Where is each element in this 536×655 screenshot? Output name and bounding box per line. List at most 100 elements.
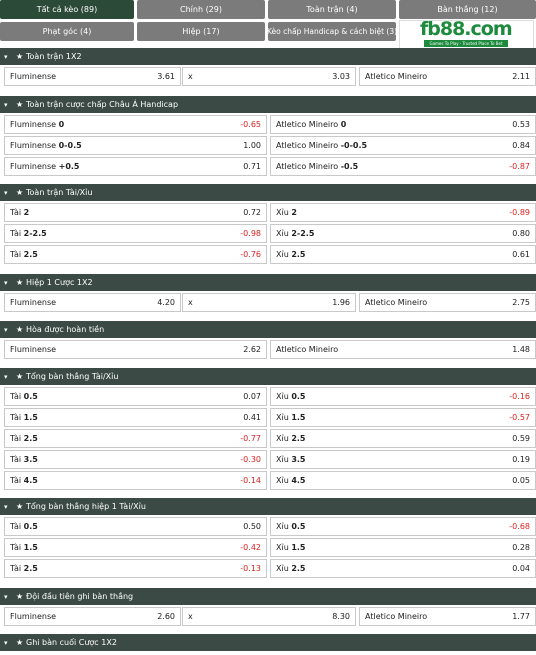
odds-cell[interactable]: Xỉu 1.5 0.28 [270, 538, 536, 557]
odds-value: 3.03 [332, 72, 350, 81]
odds-value: 2.62 [243, 345, 261, 354]
odds-cell[interactable]: Atletico Mineiro 2.75 [359, 293, 536, 312]
odds-cell[interactable]: Tài 2-2.5 -0.98 [4, 224, 267, 243]
section-header[interactable]: ▾ ★ Ghi bàn cuối Cược 1X2 [0, 634, 536, 651]
handicap-line: 3.5 [291, 455, 306, 464]
chevron-down-icon[interactable]: ▾ [4, 278, 8, 287]
odds-cell[interactable]: Tài 0.5 0.50 [4, 517, 267, 536]
section-header[interactable]: ▾ ★ Toàn trận Tài/Xỉu [0, 184, 536, 201]
tab-halves[interactable]: Hiệp (17) [137, 22, 265, 41]
star-icon[interactable]: ★ [16, 325, 24, 334]
selection-name: Tài [10, 522, 22, 531]
star-icon[interactable]: ★ [16, 592, 24, 601]
odds-cell[interactable]: x 8.30 [182, 607, 356, 626]
odds-cell[interactable]: Tài 0.5 0.07 [4, 387, 267, 406]
handicap-line: -0.5 [340, 162, 359, 171]
star-icon[interactable]: ★ [16, 502, 24, 511]
odds-cell[interactable]: Xỉu 3.5 0.19 [270, 450, 536, 469]
odds-cell[interactable]: Atletico Mineiro 1.77 [359, 607, 536, 626]
odds-cell[interactable]: Fluminense 4.20 [4, 293, 181, 312]
selection-label: Tài 0.5 [10, 522, 243, 531]
odds-cell[interactable]: Tài 4.5 -0.14 [4, 471, 267, 490]
odds-cell[interactable]: Fluminense 2.60 [4, 607, 181, 626]
star-icon[interactable]: ★ [16, 372, 24, 381]
odds-cell[interactable]: Fluminense 0-0.5 1.00 [4, 136, 267, 155]
odds-row: Tài 3.5 -0.30 Xỉu 3.5 0.19 [0, 450, 536, 469]
odds-cell[interactable]: Fluminense 3.61 [4, 67, 181, 86]
odds-row: Tài 0.5 0.50 Xỉu 0.5 -0.68 [0, 517, 536, 536]
odds-cell[interactable]: Tài 2.5 -0.13 [4, 559, 267, 578]
odds-cell[interactable]: Atletico Mineiro -0-0.5 0.84 [270, 136, 536, 155]
odds-row: Tài 1.5 -0.42 Xỉu 1.5 0.28 [0, 538, 536, 557]
star-icon[interactable]: ★ [16, 100, 24, 109]
section-header[interactable]: ▾ ★ Tổng bàn thắng hiệp 1 Tài/Xỉu [0, 498, 536, 515]
star-icon[interactable]: ★ [16, 188, 24, 197]
chevron-down-icon[interactable]: ▾ [4, 638, 8, 647]
odds-cell[interactable]: Atletico Mineiro 0 0.53 [270, 115, 536, 134]
odds-value: 1.00 [243, 141, 261, 150]
odds-cell[interactable]: Tài 2 0.72 [4, 203, 267, 222]
chevron-down-icon[interactable]: ▾ [4, 372, 8, 381]
odds-cell[interactable]: Tài 1.5 0.41 [4, 408, 267, 427]
chevron-down-icon[interactable]: ▾ [4, 188, 8, 197]
star-icon[interactable]: ★ [16, 638, 24, 647]
tab-handicap[interactable]: Kèo chấp Handicap & cách biệt (3) [267, 22, 397, 41]
odds-value: 0.05 [512, 476, 530, 485]
chevron-down-icon[interactable]: ▾ [4, 52, 8, 61]
odds-cell[interactable]: x 1.96 [182, 293, 356, 312]
selection-name: Tài [10, 434, 22, 443]
chevron-down-icon[interactable]: ▾ [4, 592, 8, 601]
chevron-down-icon[interactable]: ▾ [4, 502, 8, 511]
odds-cell[interactable]: Tài 2.5 -0.77 [4, 429, 267, 448]
section-header[interactable]: ▾ ★ Hòa được hoàn tiền [0, 321, 536, 338]
handicap-line: 0.5 [23, 522, 38, 531]
odds-cell[interactable]: Xỉu 1.5 -0.57 [270, 408, 536, 427]
odds-cell[interactable]: Atletico Mineiro 1.48 [270, 340, 536, 359]
selection-name: Atletico Mineiro [365, 612, 428, 621]
odds-cell[interactable]: Xỉu 4.5 0.05 [270, 471, 536, 490]
odds-cell[interactable]: Fluminense +0.5 0.71 [4, 157, 267, 176]
odds-cell[interactable]: Xỉu 2-2.5 0.80 [270, 224, 536, 243]
section-header[interactable]: ▾ ★ Tổng bàn thắng Tài/Xỉu [0, 368, 536, 385]
star-icon[interactable]: ★ [16, 52, 24, 61]
odds-row: Tài 2.5 -0.13 Xỉu 2.5 0.04 [0, 559, 536, 578]
tab-main[interactable]: Chính (29) [137, 0, 265, 19]
odds-value: -0.16 [509, 392, 530, 401]
odds-value: 0.59 [512, 434, 530, 443]
odds-cell[interactable]: Xỉu 0.5 -0.68 [270, 517, 536, 536]
odds-cell[interactable]: Fluminense 0 -0.65 [4, 115, 267, 134]
odds-value: 8.30 [332, 612, 350, 621]
section-header[interactable]: ▾ ★ Toàn trận cược chấp Châu Á Handicap [0, 96, 536, 113]
tab-corners[interactable]: Phạt góc (4) [0, 22, 134, 41]
tab-goals[interactable]: Bàn thắng (12) [399, 0, 536, 19]
chevron-down-icon[interactable]: ▾ [4, 100, 8, 109]
odds-cell[interactable]: Xỉu 0.5 -0.16 [270, 387, 536, 406]
selection-label: Tài 2-2.5 [10, 229, 240, 238]
selection-label: Atletico Mineiro [365, 72, 512, 81]
odds-value: 0.61 [512, 250, 530, 259]
odds-cell[interactable]: Tài 1.5 -0.42 [4, 538, 267, 557]
selection-label: x [188, 72, 332, 81]
odds-cell[interactable]: Fluminense 2.62 [4, 340, 267, 359]
tab-all[interactable]: Tất cả kèo (89) [0, 0, 134, 19]
star-icon[interactable]: ★ [16, 278, 24, 287]
handicap-line: +0.5 [58, 162, 80, 171]
odds-cell[interactable]: Xỉu 2 -0.89 [270, 203, 536, 222]
chevron-down-icon[interactable]: ▾ [4, 325, 8, 334]
odds-value: 0.80 [512, 229, 530, 238]
section-header[interactable]: ▾ ★ Đội đầu tiên ghi bàn thắng [0, 588, 536, 605]
odds-cell[interactable]: Atletico Mineiro -0.5 -0.87 [270, 157, 536, 176]
handicap-line: 2.5 [291, 250, 306, 259]
odds-cell[interactable]: Xỉu 2.5 0.04 [270, 559, 536, 578]
odds-cell[interactable]: Xỉu 2.5 0.59 [270, 429, 536, 448]
section-header[interactable]: ▾ ★ Hiệp 1 Cược 1X2 [0, 274, 536, 291]
logo-text: fb88.com [420, 18, 513, 40]
odds-cell[interactable]: Atletico Mineiro 2.11 [359, 67, 536, 86]
odds-cell[interactable]: x 3.03 [182, 67, 356, 86]
odds-cell[interactable]: Xỉu 2.5 0.61 [270, 245, 536, 264]
tab-full-match[interactable]: Toàn trận (4) [268, 0, 396, 19]
section-header[interactable]: ▾ ★ Toàn trận 1X2 [0, 48, 536, 65]
selection-name: Tài [10, 413, 22, 422]
odds-cell[interactable]: Tài 2.5 -0.76 [4, 245, 267, 264]
odds-cell[interactable]: Tài 3.5 -0.30 [4, 450, 267, 469]
